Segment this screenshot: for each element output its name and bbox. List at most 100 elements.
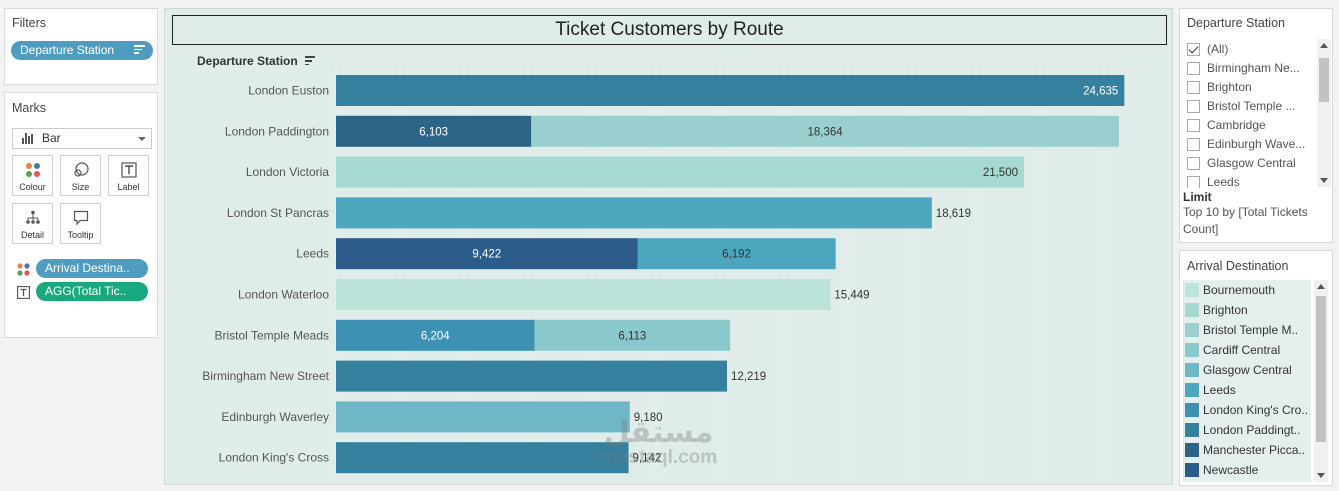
option-label: Leeds xyxy=(1207,175,1240,188)
legend-scrollbar[interactable] xyxy=(1314,280,1328,482)
label-button[interactable]: Label xyxy=(108,155,149,196)
departure-filter-option[interactable]: Edinburgh Wave... xyxy=(1186,135,1317,154)
legend-label: Glasgow Central xyxy=(1203,363,1292,377)
detail-button-label: Detail xyxy=(20,230,44,240)
scroll-thumb[interactable] xyxy=(1319,58,1329,102)
mark-type-dropdown[interactable]: Bar xyxy=(12,128,152,149)
legend-swatch xyxy=(1185,283,1199,297)
legend-item[interactable]: Bristol Temple M.. xyxy=(1183,320,1311,340)
legend-swatch xyxy=(1185,363,1199,377)
checkbox[interactable] xyxy=(1187,138,1200,151)
departure-filter-option[interactable]: Bristol Temple ... xyxy=(1186,97,1317,116)
checkbox[interactable] xyxy=(1187,81,1200,94)
bar-segment[interactable] xyxy=(336,360,728,392)
label-field-pill[interactable]: AGG(Total Tic.. xyxy=(36,282,148,301)
bar-segment[interactable] xyxy=(336,319,535,351)
departure-station-axis-header[interactable]: Departure Station xyxy=(197,54,316,68)
legend-item[interactable]: Bournemouth xyxy=(1183,280,1311,300)
scroll-down-icon[interactable] xyxy=(1317,473,1325,478)
bar-segment[interactable] xyxy=(637,238,836,270)
colour-icon xyxy=(26,163,40,177)
bar-segment[interactable] xyxy=(336,279,831,310)
departure-filter-option[interactable]: Cambridge xyxy=(1186,116,1317,135)
bar-segment[interactable] xyxy=(534,319,731,351)
legend-item[interactable]: Manchester Picca.. xyxy=(1183,440,1311,460)
chevron-down-icon[interactable] xyxy=(138,137,146,141)
sort-icon[interactable] xyxy=(305,56,316,67)
category-label: Birmingham New Street xyxy=(202,369,329,383)
data-label: 6,103 xyxy=(419,126,448,138)
category-label: London Victoria xyxy=(246,165,330,179)
bar-segment[interactable] xyxy=(336,75,1125,106)
checkbox[interactable] xyxy=(1187,157,1200,170)
departure-filter-title: Departure Station xyxy=(1187,16,1285,30)
bar-chart: London Euston 24,635 London Paddington 6,10… xyxy=(202,69,1125,479)
bar-segment[interactable] xyxy=(336,115,532,147)
departure-filter-option[interactable]: (All) xyxy=(1186,40,1317,59)
size-button[interactable]: Size xyxy=(60,155,101,196)
scroll-thumb[interactable] xyxy=(1316,296,1326,442)
category-label: London Euston xyxy=(248,84,329,98)
checkbox[interactable] xyxy=(1187,100,1200,113)
legend-item[interactable]: Brighton xyxy=(1183,300,1311,320)
departure-filter-scrollbar[interactable] xyxy=(1317,39,1331,187)
colour-icon xyxy=(17,263,30,276)
bar-segment[interactable] xyxy=(336,401,630,433)
data-label: 9,142 xyxy=(633,453,662,465)
data-label: 18,364 xyxy=(808,126,844,138)
detail-button[interactable]: Detail xyxy=(12,203,53,244)
chart-view: London Euston 24,635 London Paddington 6,10… xyxy=(164,8,1173,485)
tooltip-button[interactable]: Tooltip xyxy=(60,203,101,244)
bar-segment[interactable] xyxy=(336,197,932,229)
text-label-icon xyxy=(121,162,137,178)
legend-label: Cardiff Central xyxy=(1203,343,1281,357)
legend-swatch xyxy=(1185,343,1199,357)
departure-station-filter: Departure Station (All) Birmingham Ne... B… xyxy=(1179,8,1333,243)
size-icon xyxy=(74,162,89,177)
bar-segment[interactable] xyxy=(531,115,1119,147)
legend-item[interactable]: Cardiff Central xyxy=(1183,340,1311,360)
checkbox[interactable] xyxy=(1187,119,1200,132)
legend-swatch xyxy=(1185,303,1199,317)
legend-label: Bristol Temple M.. xyxy=(1203,323,1299,337)
scroll-up-icon[interactable] xyxy=(1317,284,1325,289)
legend-item[interactable]: Newcastle xyxy=(1183,460,1311,480)
scroll-up-icon[interactable] xyxy=(1320,43,1328,48)
legend-item[interactable]: Glasgow Central xyxy=(1183,360,1311,380)
checkbox[interactable] xyxy=(1187,43,1200,56)
scroll-down-icon[interactable] xyxy=(1320,178,1328,183)
legend-label: Manchester Picca.. xyxy=(1203,443,1306,457)
category-label: Bristol Temple Meads xyxy=(215,328,330,342)
bar-segment[interactable] xyxy=(336,442,629,474)
tooltip-icon xyxy=(73,210,89,226)
data-label: 9,180 xyxy=(634,412,663,424)
bar-segment[interactable] xyxy=(336,238,638,270)
legend-list: Bournemouth Brighton Bristol Temple M.. Car… xyxy=(1183,280,1311,482)
departure-filter-option[interactable]: Birmingham Ne... xyxy=(1186,59,1317,78)
legend-label: London Paddingt.. xyxy=(1203,423,1301,437)
data-label: 9,422 xyxy=(472,249,501,261)
category-label: Edinburgh Waverley xyxy=(221,410,329,424)
option-label: Edinburgh Wave... xyxy=(1207,137,1306,151)
data-label: 15,449 xyxy=(834,290,869,302)
colour-field-pill[interactable]: Arrival Destina.. xyxy=(36,259,148,278)
checkbox[interactable] xyxy=(1187,176,1200,188)
sort-icon xyxy=(134,45,145,55)
bar-chart-icon xyxy=(22,133,34,144)
legend-item[interactable]: Leeds xyxy=(1183,380,1311,400)
legend-item[interactable]: London King's Cro.. xyxy=(1183,400,1311,420)
data-label: 18,619 xyxy=(936,208,971,220)
category-label: London Paddington xyxy=(225,124,329,138)
legend-swatch xyxy=(1185,383,1199,397)
data-label: 6,192 xyxy=(722,249,751,261)
legend-item[interactable]: London Paddingt.. xyxy=(1183,420,1311,440)
departure-filter-option[interactable]: Glasgow Central xyxy=(1186,154,1317,173)
colour-button[interactable]: Colour xyxy=(12,155,53,196)
filter-pill-departure-station[interactable]: Departure Station xyxy=(11,41,153,60)
colour-field-label: Arrival Destina.. xyxy=(45,261,130,275)
departure-filter-option[interactable]: Brighton xyxy=(1186,78,1317,97)
departure-filter-option[interactable]: Leeds xyxy=(1186,173,1317,188)
bar-segment[interactable] xyxy=(336,156,1024,188)
legend-swatch xyxy=(1185,423,1199,437)
checkbox[interactable] xyxy=(1187,62,1200,75)
